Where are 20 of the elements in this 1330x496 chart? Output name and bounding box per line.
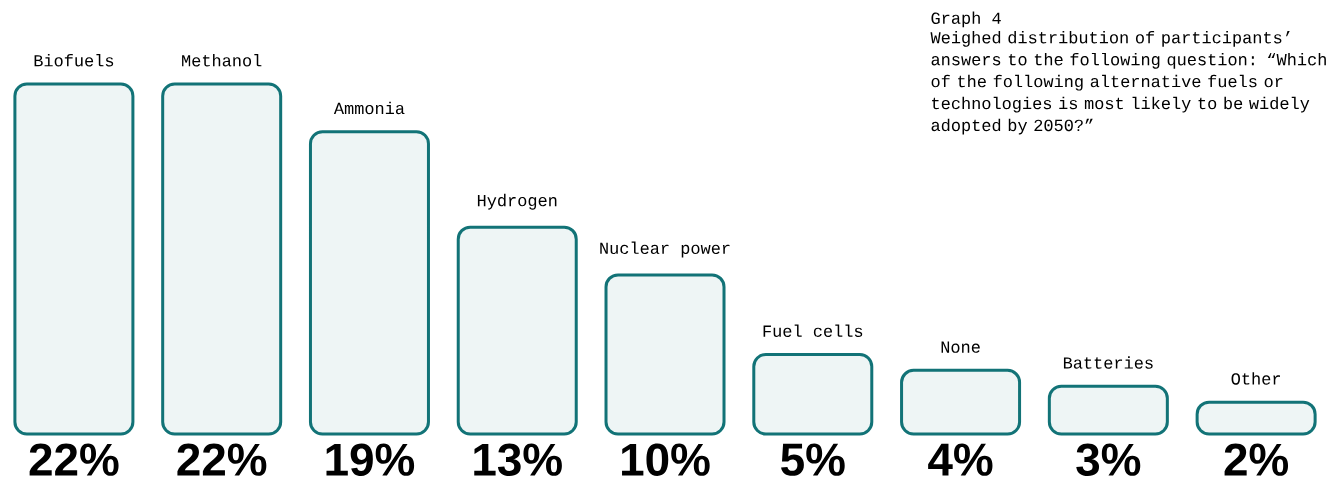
chart-subtitle: Weighed distribution of participants’ answers to the following question: “Which of the following alternative fuels or technologies is most likely to be widely adopted by 2050?” xyxy=(930,31,1326,135)
x-tick-label: Other xyxy=(1231,372,1280,385)
data-label: 22% xyxy=(177,443,267,476)
x-tick-label: Nuclear power xyxy=(600,241,730,258)
data-label: 4% xyxy=(928,443,993,476)
x-tick-label: Biofuels xyxy=(34,54,114,67)
x-tick-label: Methanol xyxy=(182,54,262,67)
data-label: 10% xyxy=(622,443,710,476)
data-label: 3% xyxy=(1076,443,1141,477)
data-label: 13% xyxy=(474,443,562,477)
x-tick-label: Hydrogen xyxy=(477,193,557,210)
chart-title: Graph 4 xyxy=(931,11,1001,28)
data-label: 22% xyxy=(29,443,119,476)
data-label: 2% xyxy=(1224,443,1289,476)
data-label: 19% xyxy=(326,443,415,476)
x-tick-label: Batteries xyxy=(1063,356,1153,369)
data-label: 5% xyxy=(781,443,845,476)
x-tick-label: Fuel cells xyxy=(763,324,863,337)
x-tick-label: Ammonia xyxy=(333,101,405,115)
x-tick-label: None xyxy=(941,341,980,353)
